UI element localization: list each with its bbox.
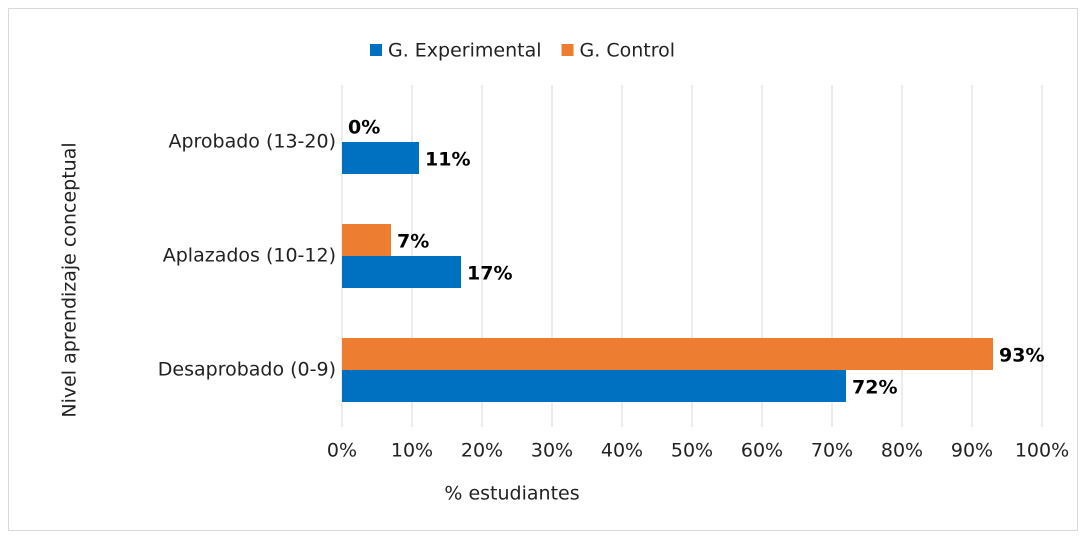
legend-label: G. Control bbox=[580, 40, 675, 62]
x-tick-label: 40% bbox=[601, 440, 643, 462]
x-tick-label: 80% bbox=[881, 440, 923, 462]
x-axis-title: % estudiantes bbox=[444, 483, 579, 505]
x-tick-label: 10% bbox=[391, 440, 433, 462]
y-axis-title: Nivel aprendizaje conceptual bbox=[59, 142, 81, 417]
x-tick-label: 20% bbox=[461, 440, 503, 462]
x-tick-label: 60% bbox=[741, 440, 783, 462]
bar bbox=[342, 338, 993, 370]
bar bbox=[342, 224, 391, 256]
x-tick-label: 30% bbox=[531, 440, 573, 462]
value-label: 7% bbox=[397, 231, 429, 253]
value-label: 11% bbox=[425, 149, 470, 171]
chart-border bbox=[8, 8, 1078, 531]
value-label: 0% bbox=[348, 117, 380, 139]
x-tick-label: 70% bbox=[811, 440, 853, 462]
legend-label: G. Experimental bbox=[388, 40, 542, 62]
legend-swatch bbox=[561, 44, 574, 56]
x-tick-label: 90% bbox=[951, 440, 993, 462]
y-tick-label: Desaprobado (0-9) bbox=[158, 359, 336, 381]
bar bbox=[342, 142, 419, 174]
value-label: 17% bbox=[467, 263, 512, 285]
bar bbox=[342, 370, 846, 402]
value-label: 93% bbox=[999, 345, 1044, 367]
x-tick-label: 50% bbox=[671, 440, 713, 462]
y-tick-label: Aplazados (10-12) bbox=[163, 245, 336, 267]
x-tick-label: 0% bbox=[327, 440, 357, 462]
value-label: 72% bbox=[852, 377, 897, 399]
bar bbox=[342, 256, 461, 288]
x-tick-label: 100% bbox=[1015, 440, 1069, 462]
y-tick-label: Aprobado (13-20) bbox=[168, 131, 336, 153]
legend-swatch bbox=[370, 44, 382, 56]
